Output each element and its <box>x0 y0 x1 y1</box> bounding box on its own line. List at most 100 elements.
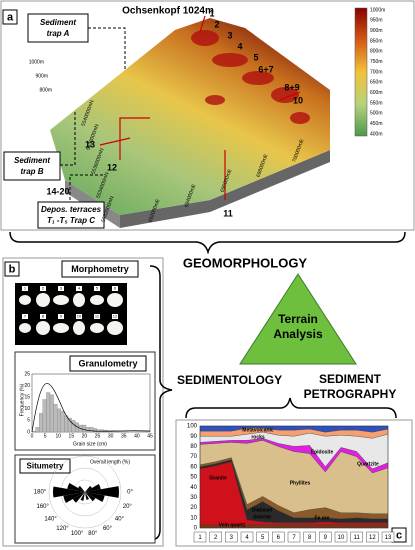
grain-label: 1 <box>24 286 27 291</box>
trap-label: T₁ -T₅ Trap C <box>47 216 95 225</box>
colorbar <box>354 7 368 137</box>
heading: GEOMORPHOLOGY <box>183 255 308 270</box>
rose-petal <box>85 492 105 502</box>
x-tick-box <box>287 531 301 543</box>
header-box <box>69 355 147 372</box>
x-tick-label: 30 <box>108 433 114 439</box>
histogram-bar <box>64 415 69 433</box>
trap-box <box>27 13 89 43</box>
legend-label: 750m <box>370 59 383 65</box>
x-tick-label: 3 <box>230 535 234 541</box>
elevation-tick: 900m <box>35 73 48 79</box>
grain-label: 5 <box>96 286 99 291</box>
y-tick-label: 20 <box>190 505 197 511</box>
site-label: 12 <box>107 162 117 172</box>
histogram-bar <box>57 408 61 433</box>
x-tick-label: 7 <box>292 535 296 541</box>
grain <box>36 293 50 307</box>
subpanel-title: Granulometry <box>78 358 137 368</box>
grain-label: 9 <box>60 314 63 319</box>
x-tick-label: 35 <box>121 433 127 439</box>
legend-label: 950m <box>370 18 383 24</box>
x-tick-label: 10 <box>338 535 345 541</box>
grain-image <box>15 283 127 345</box>
rose-petal <box>85 485 92 492</box>
trap-label: Sediment <box>40 18 76 27</box>
site-label: 11 <box>223 208 233 218</box>
x-tick-label: 20 <box>82 433 88 439</box>
brace <box>149 265 173 541</box>
x-tick-label: 10 <box>55 433 61 439</box>
grain <box>53 323 69 333</box>
y-tick-label: 50 <box>190 475 197 481</box>
x-tick-box <box>272 531 285 543</box>
site-label: 6+7 <box>258 64 273 74</box>
x-tick-label: 6 <box>277 535 281 541</box>
composition-areas <box>199 425 389 529</box>
grain-label: 7 <box>24 314 27 319</box>
histogram-bar <box>60 410 65 433</box>
brace <box>9 231 406 255</box>
grain-label-box <box>40 286 46 291</box>
x-tick-label: 11 <box>354 535 361 541</box>
angle-label: 120° <box>56 526 69 532</box>
y-tick-label: 0 <box>194 526 198 532</box>
rose-petal <box>85 492 89 500</box>
x-tick-label: 5 <box>44 433 47 439</box>
x-tick-label: 1 <box>198 535 202 541</box>
triangle-label: Analysis <box>273 327 323 341</box>
trap-label: Sediment <box>14 156 50 165</box>
legend-label: 650m <box>370 80 383 86</box>
panel-label-box <box>4 261 20 277</box>
rock-label: Epidosite <box>311 449 334 455</box>
y-tick-label: 100 <box>187 424 198 430</box>
y-tick-label: 20 <box>24 383 30 389</box>
legend-title: Overall length (%) <box>90 459 130 465</box>
grain-label-box <box>40 314 46 319</box>
y-tick-label: 25 <box>24 371 30 377</box>
grain-label: 11 <box>95 314 100 319</box>
legend-label: 450m <box>370 121 383 127</box>
rose-petal <box>53 486 85 498</box>
axis-title: Grain size (cm) <box>73 441 107 447</box>
grain-label-box <box>58 286 64 291</box>
rose-petal <box>78 485 85 492</box>
histogram-bar <box>49 394 54 433</box>
x-tick-box <box>381 531 395 543</box>
x-tick-label: 9 <box>324 535 328 541</box>
site-leaders <box>99 15 301 200</box>
rock-label: Phyllites <box>290 480 311 486</box>
legend-label: 400m <box>370 131 383 137</box>
peak-label: Ochsenkopf 1024m <box>122 6 214 17</box>
site-label: 3 <box>227 30 232 40</box>
terrain-side <box>120 150 330 228</box>
y-tick-label: 30 <box>190 495 197 501</box>
histogram-bar <box>121 431 126 433</box>
grain-label-box <box>112 314 118 319</box>
heading: SEDIMENTOLOGY <box>177 373 282 387</box>
grain <box>36 321 50 335</box>
x-tick-box <box>334 531 348 543</box>
site-label: 4 <box>237 41 242 51</box>
x-tick-label: 15 <box>69 433 75 439</box>
rose-petal <box>85 484 101 492</box>
x-tick-label: 40 <box>134 433 140 439</box>
grain-label: 8 <box>42 314 45 319</box>
y-tick-label: 60 <box>190 464 197 470</box>
rose-petal <box>72 492 85 503</box>
grain-label: 3 <box>60 286 63 291</box>
rock-label: Quartzite <box>357 461 379 467</box>
x-tick-box <box>225 531 238 543</box>
grain-label: 6 <box>114 286 117 291</box>
histogram-bar <box>39 413 43 433</box>
brace <box>185 397 397 419</box>
y-tick-label: 5 <box>27 418 30 424</box>
legend-label: 900m <box>370 28 383 34</box>
grain <box>90 295 104 305</box>
trap-box <box>37 201 105 229</box>
legend-label: 700m <box>370 69 383 75</box>
site-label: 13 <box>85 139 95 149</box>
legend-label: 600m <box>370 90 383 96</box>
site-label: 5 <box>253 52 258 62</box>
histogram-bar <box>118 431 123 433</box>
